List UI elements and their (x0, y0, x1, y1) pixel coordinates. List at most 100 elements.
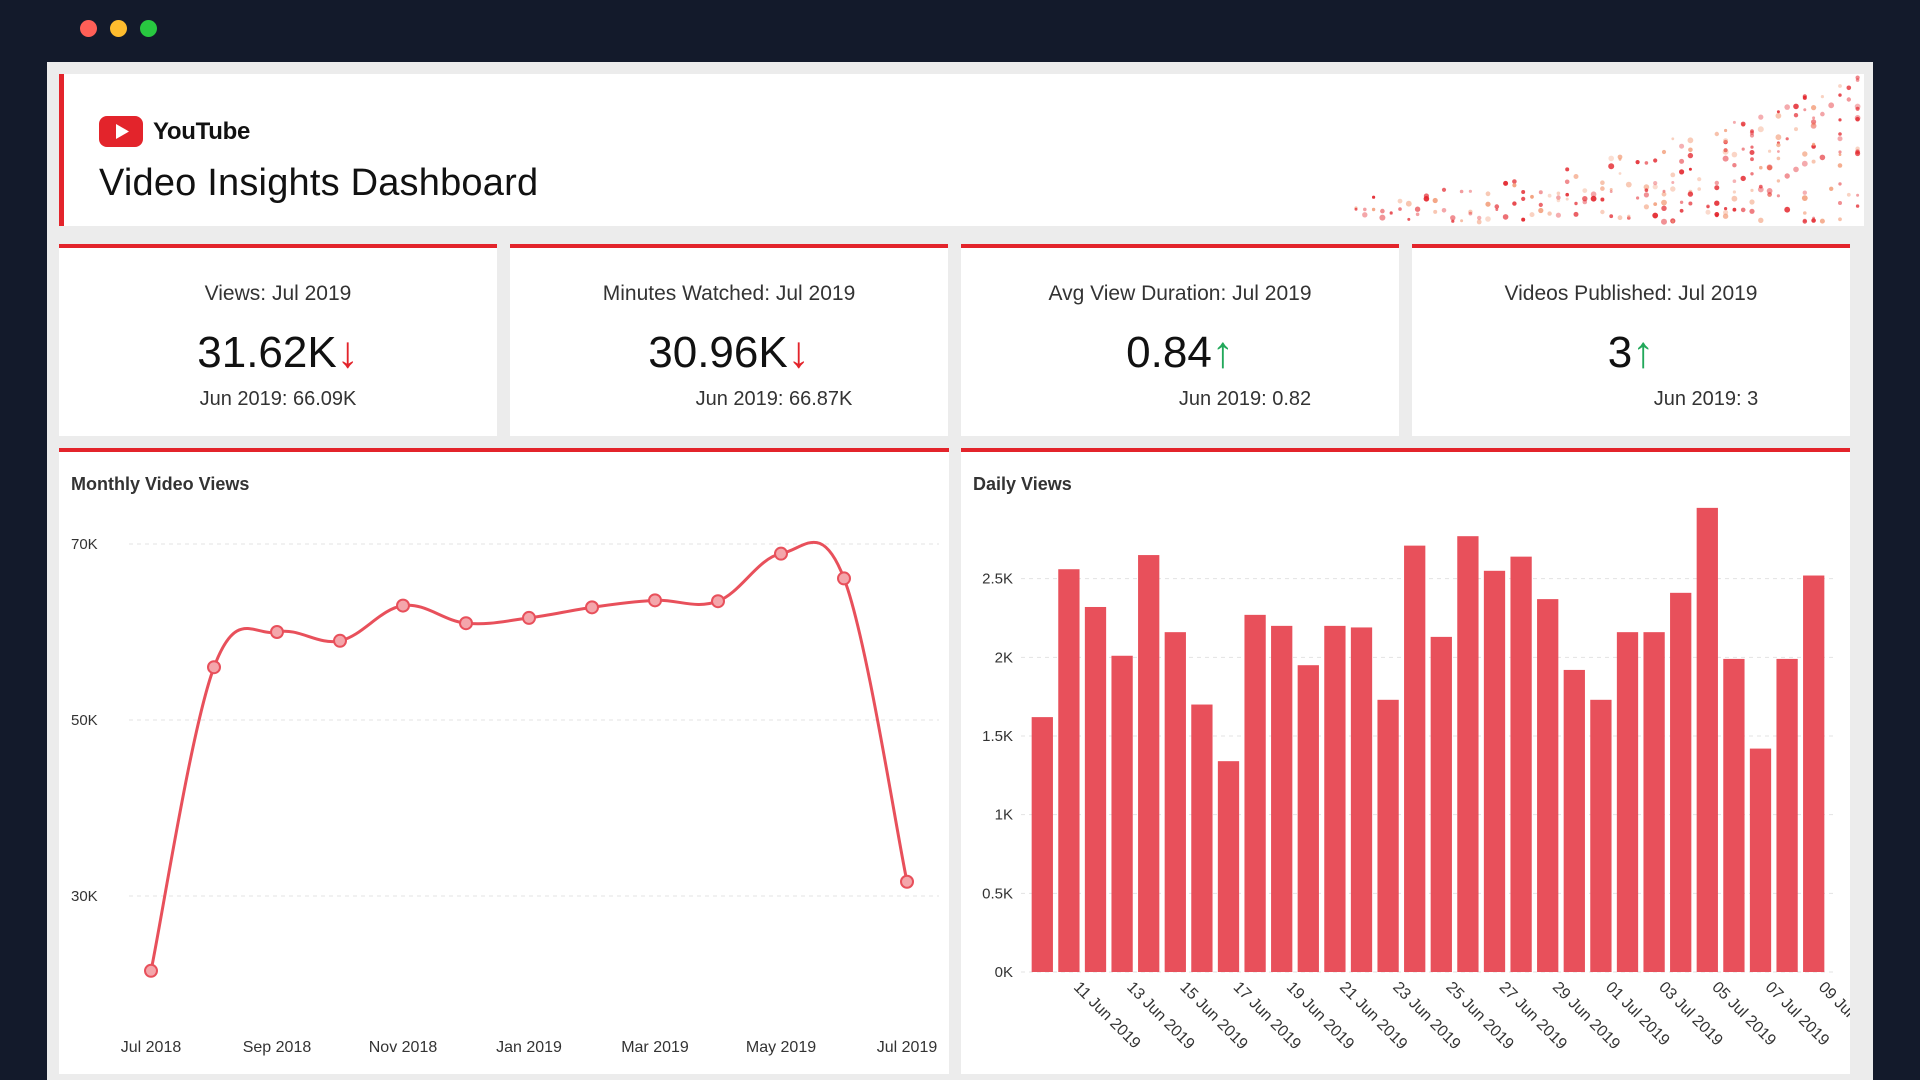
maximize-window-button[interactable] (140, 20, 157, 37)
decor-dot (1495, 208, 1499, 212)
decor-dot (1750, 145, 1754, 149)
decor-dot (1785, 137, 1789, 141)
decor-dot (1503, 180, 1509, 186)
decor-dot (1661, 205, 1667, 211)
decor-dot (1521, 196, 1526, 201)
decor-dot (1609, 190, 1613, 193)
decor-dot (1793, 113, 1799, 118)
decor-dot (1724, 128, 1728, 133)
series-line (149, 540, 909, 972)
decor-dot (1705, 209, 1711, 215)
decor-dot (1625, 181, 1632, 188)
decor-dot (1801, 160, 1808, 167)
trend-down-icon: ↓ (336, 328, 359, 377)
decor-dot (1679, 208, 1684, 213)
decor-dot (1819, 218, 1825, 224)
decor-dot (1802, 151, 1808, 157)
y-tick-label: 1K (995, 807, 1013, 824)
decor-dot (1636, 196, 1640, 200)
decor-dot (1627, 214, 1631, 218)
decor-dot (1714, 180, 1719, 186)
decor-dot (1671, 220, 1675, 223)
data-point (648, 593, 662, 608)
decor-dot (1803, 211, 1807, 215)
decor-dot (1714, 131, 1719, 137)
decor-dot (1846, 192, 1851, 197)
decor-dot (1565, 192, 1569, 197)
bar (1084, 606, 1107, 972)
page-title: Video Insights Dashboard (99, 162, 539, 204)
decor-dot (1722, 148, 1729, 155)
decor-dot (1652, 184, 1658, 190)
decor-dot (1829, 186, 1834, 191)
decor-dot (1820, 111, 1825, 117)
decor-dot (1644, 161, 1649, 165)
decor-dot (1679, 143, 1685, 149)
decor-dot (1723, 148, 1728, 153)
decor-dot (1757, 186, 1764, 193)
decor-dot (1758, 217, 1764, 223)
kpi-card-videos-published: Videos Published: Jul 2019 3↑ Jun 2019: … (1412, 244, 1850, 436)
decor-dot (1732, 179, 1737, 183)
decor-dot (1758, 114, 1764, 120)
bar (1590, 699, 1612, 972)
kpi-number: 31.62K (197, 328, 337, 377)
decor-dot (1565, 167, 1570, 172)
decor-dot (1724, 207, 1728, 211)
daily-views-panel: Daily Views 0K 0.5K 1K 1.5K 2K 2.5K 11 Jun 201… (961, 448, 1850, 1074)
data-point (585, 600, 599, 615)
decor-dot (1468, 209, 1473, 214)
decor-dot (1600, 197, 1605, 202)
decor-dot (1855, 149, 1861, 155)
decor-dot (1838, 150, 1842, 154)
bar (1377, 699, 1399, 972)
decor-dot (1565, 197, 1569, 201)
decor-dot (1855, 146, 1860, 151)
decor-dot (1812, 142, 1816, 146)
decor-dot (1433, 209, 1438, 214)
decor-dot (1767, 165, 1773, 171)
decor-dot (1415, 212, 1420, 217)
decor-dot (1697, 177, 1702, 182)
decor-dot (1538, 190, 1543, 195)
decor-dot (1371, 207, 1376, 212)
decor-dot (1820, 95, 1824, 99)
decor-dot (1811, 218, 1816, 223)
decor-dot (1776, 110, 1780, 114)
decor-dot (1819, 154, 1826, 161)
decor-dot (1494, 204, 1500, 209)
decor-dot (1530, 194, 1534, 199)
decor-dot (1529, 212, 1535, 218)
decor-dot (1811, 122, 1817, 129)
decor-dot (1432, 197, 1438, 204)
decor-dot (1697, 187, 1701, 191)
decor-dot (1812, 116, 1816, 120)
bar (1483, 570, 1506, 972)
bar (1510, 556, 1532, 972)
decor-dot (1671, 137, 1675, 141)
data-point (270, 625, 284, 639)
trend-up-icon: ↑ (1632, 328, 1655, 377)
decor-dot (1758, 184, 1763, 189)
close-window-button[interactable] (80, 20, 97, 37)
bar (1696, 507, 1718, 972)
decor-dot (1441, 208, 1447, 213)
decor-dot (1468, 189, 1472, 193)
decor-dot (1679, 200, 1684, 204)
decor-dot (1574, 201, 1578, 206)
bar (1430, 636, 1452, 972)
decor-dot (1828, 102, 1835, 109)
minimize-window-button[interactable] (110, 20, 127, 37)
decor-dot (1802, 218, 1807, 223)
y-tick-label: 50K (71, 712, 98, 729)
decor-dot (1512, 201, 1517, 206)
decor-dot (1653, 202, 1658, 207)
data-point (207, 660, 221, 675)
decor-dot (1643, 192, 1649, 198)
decor-dot (1749, 130, 1755, 135)
y-tick-label: 2K (995, 649, 1013, 666)
decor-dot (1784, 173, 1790, 179)
kpi-row: Views: Jul 2019 31.62K↓ Jun 2019: 66.09K… (59, 244, 1850, 436)
kpi-previous: Jun 2019: 66.87K (695, 388, 853, 410)
y-tick-label: 1.5K (982, 728, 1013, 745)
